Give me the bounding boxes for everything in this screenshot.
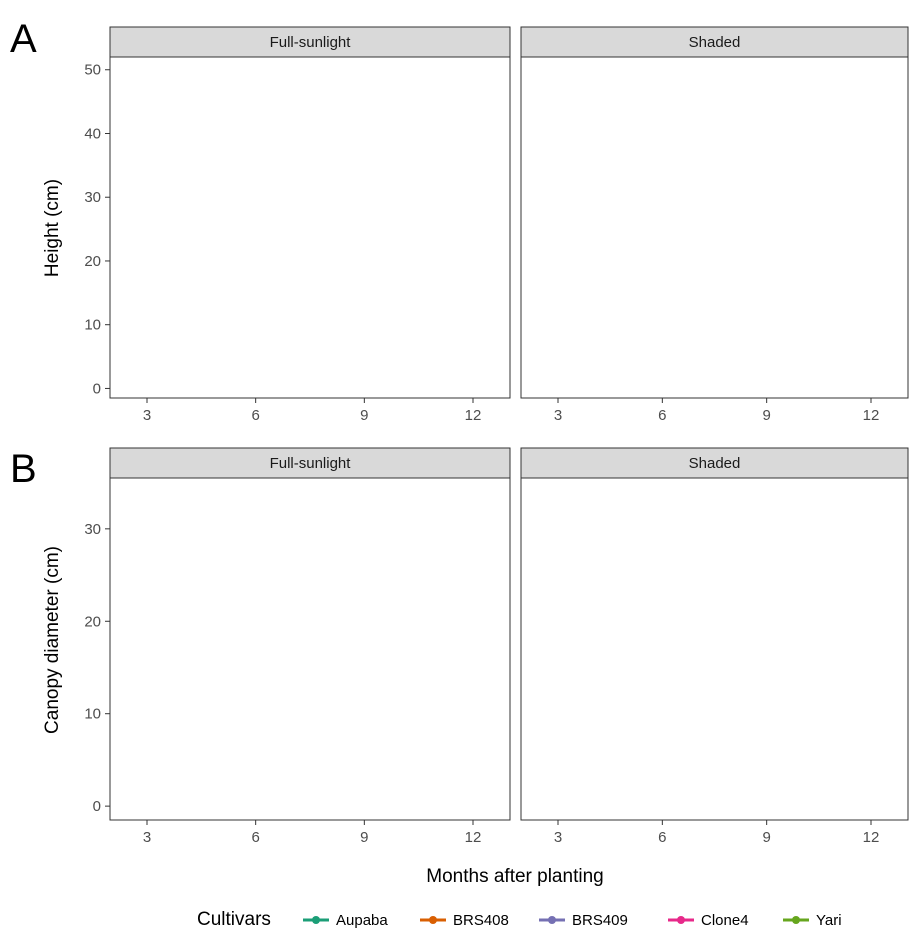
legend: Cultivars Aupaba BRS408 BRS409 Clone4 Yari: [197, 909, 842, 930]
legend-item-brs408: BRS408: [420, 912, 509, 929]
y-tick-label: 10: [84, 706, 101, 723]
x-tick-label: 6: [251, 407, 259, 424]
facet-strip-label: Shaded: [689, 34, 741, 51]
facet-strip: [520, 447, 909, 479]
facet-tag-a: A: [10, 17, 37, 61]
x-tick-label: 9: [360, 407, 368, 424]
y-tick-label: 0: [93, 798, 101, 815]
facet-tag-b: B: [10, 447, 37, 491]
x-tick-label: 3: [143, 829, 151, 846]
x-tick-label: 9: [360, 829, 368, 846]
panel-border: [520, 477, 909, 821]
x-tick-label: 12: [863, 829, 880, 846]
legend-item-aupaba: Aupaba: [303, 912, 388, 929]
legend-item-label: BRS408: [453, 912, 509, 929]
y-tick-label: 0: [93, 380, 101, 397]
y-tick-label: 30: [84, 521, 101, 538]
y-tick-label: 50: [84, 62, 101, 79]
y-tick-label: 20: [84, 613, 101, 630]
facet-strip: [520, 26, 909, 58]
x-tick-label: 6: [658, 829, 666, 846]
x-tick-label: 9: [762, 829, 770, 846]
legend-item-clone4: Clone4: [668, 912, 749, 929]
x-tick-label: 9: [762, 407, 770, 424]
x-tick-label: 3: [554, 829, 562, 846]
facet-strip-label: Full-sunlight: [270, 34, 352, 51]
legend-item-label: Clone4: [701, 912, 749, 929]
legend-title: Cultivars: [197, 909, 271, 930]
y-tick-label: 10: [84, 317, 101, 334]
panel-b-shaded: Shaded 3 6 9 12: [520, 447, 909, 846]
y-tick-label: 30: [84, 189, 101, 206]
legend-item-brs409: BRS409: [539, 912, 628, 929]
legend-item-label: Aupaba: [336, 912, 388, 929]
legend-key-point: [429, 916, 437, 924]
x-tick-label: 6: [658, 407, 666, 424]
x-tick-label: 3: [143, 407, 151, 424]
panel-b-full-sunlight: Full-sunlight 3 6 9 12 0 10 20 30: [84, 447, 511, 846]
legend-item-yari: Yari: [783, 912, 842, 929]
legend-key-point: [312, 916, 320, 924]
facet-strip: [109, 26, 511, 58]
facet-strip-label: Shaded: [689, 455, 741, 472]
y-tick-label: 40: [84, 125, 101, 142]
y-axis-title-canopy: Canopy diameter (cm): [42, 546, 63, 734]
panel-border: [109, 56, 511, 399]
panel-a-full-sunlight: Full-sunlight 3 6 9 12 0 10 20 30 40 50: [84, 26, 511, 424]
legend-key-point: [792, 916, 800, 924]
x-tick-label: 12: [465, 407, 482, 424]
y-tick-label: 20: [84, 253, 101, 270]
x-tick-label: 12: [863, 407, 880, 424]
facet-strip-label: Full-sunlight: [270, 455, 352, 472]
legend-key-point: [677, 916, 685, 924]
panel-a-shaded: Shaded 3 6 9 12: [520, 26, 909, 424]
y-axis-title-height: Height (cm): [42, 179, 63, 277]
panel-border: [109, 477, 511, 821]
x-tick-label: 12: [465, 829, 482, 846]
x-axis-title: Months after planting: [426, 866, 603, 887]
x-tick-label: 6: [251, 829, 259, 846]
x-tick-label: 3: [554, 407, 562, 424]
legend-item-label: BRS409: [572, 912, 628, 929]
panel-border: [520, 56, 909, 399]
facet-strip: [109, 447, 511, 479]
legend-key-point: [548, 916, 556, 924]
legend-item-label: Yari: [816, 912, 842, 929]
